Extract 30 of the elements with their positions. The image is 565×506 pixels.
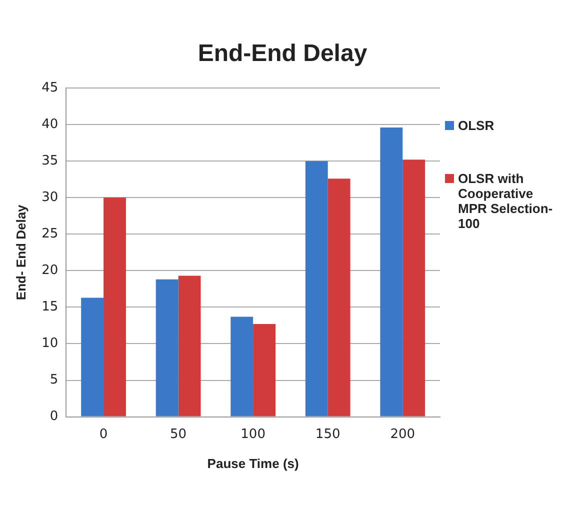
bar: [253, 324, 276, 416]
bar: [104, 198, 126, 416]
bar: [156, 279, 178, 416]
chart-title: End-End Delay: [196, 40, 368, 68]
x-axis-title: Pause Time (s): [207, 456, 299, 471]
y-tick-label: 0: [50, 409, 58, 424]
y-tick-label: 5: [50, 372, 58, 388]
y-tick-label: 40: [42, 116, 58, 132]
legend-label: OLSR: [458, 118, 494, 133]
x-tick-label: 0: [99, 426, 108, 442]
bar: [328, 178, 350, 416]
bar: [230, 316, 254, 416]
bar: [178, 276, 201, 416]
y-tick-label: 35: [42, 153, 58, 168]
bar: [305, 161, 328, 416]
y-tick-label: 45: [42, 80, 58, 96]
y-tick-label: 20: [42, 263, 58, 278]
x-tick-label: 100: [240, 426, 266, 442]
bar: [402, 160, 426, 416]
y-tick-label: 25: [42, 226, 58, 242]
x-tick-label: 150: [315, 426, 340, 442]
y-tick-label: 10: [42, 336, 58, 352]
y-axis-title: End- End Delay: [13, 204, 28, 300]
legend-label: OLSR with Cooperative MPR Selection-100: [458, 171, 554, 231]
bar: [380, 127, 403, 416]
bar: [81, 298, 104, 416]
x-tick-label: 200: [390, 426, 416, 442]
x-tick-label: 50: [170, 426, 187, 442]
y-tick-label: 15: [42, 300, 58, 315]
y-tick-label: 30: [42, 190, 58, 205]
